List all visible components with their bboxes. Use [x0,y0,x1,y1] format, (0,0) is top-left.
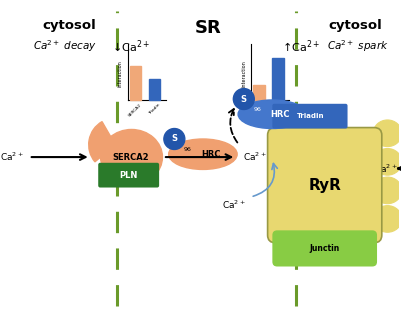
Text: 96: 96 [253,107,261,112]
FancyBboxPatch shape [272,230,377,267]
Text: interaction: interaction [241,61,246,87]
Ellipse shape [169,139,237,170]
Text: Ca$^{2+}$: Ca$^{2+}$ [243,151,267,163]
FancyBboxPatch shape [98,163,159,188]
Ellipse shape [373,177,401,204]
Text: HRC: HRC [201,150,220,159]
Bar [272,58,284,100]
Text: Ca$^{2+}$: Ca$^{2+}$ [222,198,246,211]
Text: interaction: interaction [117,61,123,87]
Text: cytosol: cytosol [328,19,382,32]
Text: Ca$^{2+}$ spark: Ca$^{2+}$ spark [327,38,389,54]
Text: Triadin: Triadin [148,103,161,116]
Circle shape [164,128,185,149]
Text: PLN: PLN [119,171,138,180]
Text: 96: 96 [184,147,192,152]
Text: Ca$^{2+}$: Ca$^{2+}$ [0,151,24,163]
Text: SERCA2: SERCA2 [128,103,143,118]
Text: cytosol: cytosol [43,19,97,32]
Text: Ca$^{2+}$ decay: Ca$^{2+}$ decay [33,38,97,54]
FancyBboxPatch shape [272,104,348,128]
Ellipse shape [373,148,401,175]
Text: SERCA2: SERCA2 [112,152,149,162]
Text: RyR: RyR [308,178,341,193]
Bar [130,66,141,100]
Ellipse shape [373,206,401,232]
Text: Triadin: Triadin [297,113,324,119]
Ellipse shape [373,120,401,146]
Circle shape [233,88,254,109]
Text: SERCA2: SERCA2 [251,103,267,118]
Text: ↑Ca$^{2+}$: ↑Ca$^{2+}$ [282,38,320,55]
Text: HRC: HRC [270,110,290,119]
Text: SR: SR [194,19,221,37]
Text: ↓Ca$^{2+}$: ↓Ca$^{2+}$ [113,38,150,54]
Wedge shape [89,122,115,162]
Ellipse shape [238,100,307,128]
Text: Triadin: Triadin [271,103,285,116]
Bar [149,79,160,100]
Text: S: S [241,94,247,104]
Bar [253,85,265,100]
Text: Junctin: Junctin [310,244,340,253]
Text: S: S [171,134,177,144]
Text: Ca$^{2+}$: Ca$^{2+}$ [374,162,398,175]
FancyBboxPatch shape [267,127,382,243]
Ellipse shape [101,129,162,185]
